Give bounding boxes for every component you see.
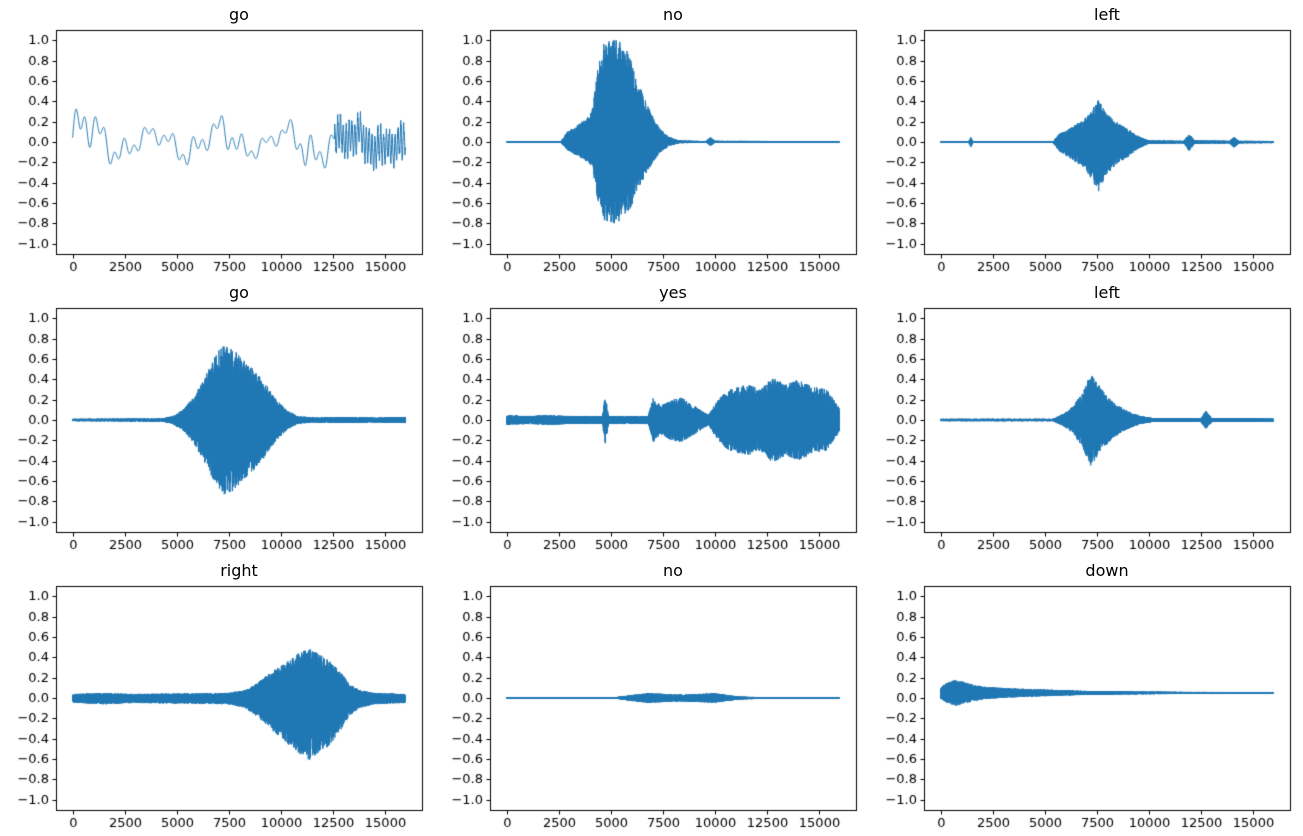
subplot-go-1: go <box>0 0 434 278</box>
subplot-title: left <box>1094 283 1120 302</box>
waveform-canvas <box>868 0 1302 278</box>
subplot-no-1: no <box>434 0 868 278</box>
waveform-canvas <box>434 0 868 278</box>
subplot-title: go <box>229 283 249 302</box>
subplot-right-1: right <box>0 556 434 834</box>
waveform-canvas <box>434 278 868 556</box>
subplot-yes-1: yes <box>434 278 868 556</box>
subplot-title: down <box>1085 561 1129 580</box>
waveform-canvas <box>434 556 868 834</box>
waveform-canvas <box>0 556 434 834</box>
subplot-title: yes <box>659 283 687 302</box>
subplot-title: go <box>229 5 249 24</box>
waveform-canvas <box>0 278 434 556</box>
subplot-left-2: left <box>868 278 1302 556</box>
waveform-canvas <box>0 0 434 278</box>
subplot-go-2: go <box>0 278 434 556</box>
subplot-title: right <box>220 561 258 580</box>
subplot-down-1: down <box>868 556 1302 834</box>
waveform-canvas <box>868 278 1302 556</box>
subplot-no-2: no <box>434 556 868 834</box>
subplot-left-1: left <box>868 0 1302 278</box>
subplot-title: no <box>663 561 683 580</box>
waveform-canvas <box>868 556 1302 834</box>
subplot-title: left <box>1094 5 1120 24</box>
subplot-title: no <box>663 5 683 24</box>
